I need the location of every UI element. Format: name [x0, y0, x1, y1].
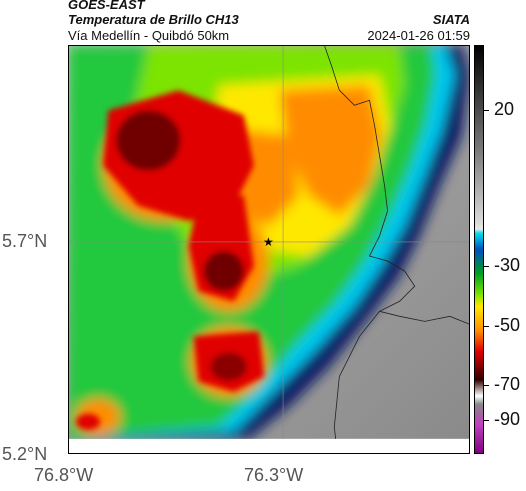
department-boundaries [323, 45, 470, 439]
colorbar-tick [484, 266, 489, 267]
colorbar-tick [484, 385, 489, 386]
lon-tick-east: 76.3°W [244, 465, 304, 485]
cold-cloud-tops [76, 90, 264, 430]
product-title: Temperatura de Brillo CH13 [68, 12, 239, 27]
agency-label: SIATA [432, 12, 470, 27]
colorbar-tick [484, 110, 489, 111]
colorbar-label: -70 [494, 374, 521, 394]
route-label: Vía Medellín - Quibdó 50km [68, 28, 230, 43]
brightness-temperature-map: ★ [68, 45, 470, 454]
location-star-marker: ★ [263, 235, 274, 249]
lat-tick-south: 5.2°N [2, 444, 48, 464]
lat-tick-north: 5.7°N [2, 231, 48, 251]
colorbar-label: 20 [494, 99, 515, 119]
satellite-title: GOES-EAST [68, 0, 145, 12]
timestamp-label: 2024-01-26 01:59 [367, 28, 470, 43]
colorbar-tick [484, 420, 489, 421]
colorbar [474, 45, 484, 454]
colorbar-label: -90 [494, 409, 521, 429]
colorbar-tick [484, 326, 489, 327]
colorbar-label: -30 [494, 255, 521, 275]
lon-tick-west: 76.8°W [34, 465, 94, 485]
colorbar-label: -50 [494, 315, 521, 335]
